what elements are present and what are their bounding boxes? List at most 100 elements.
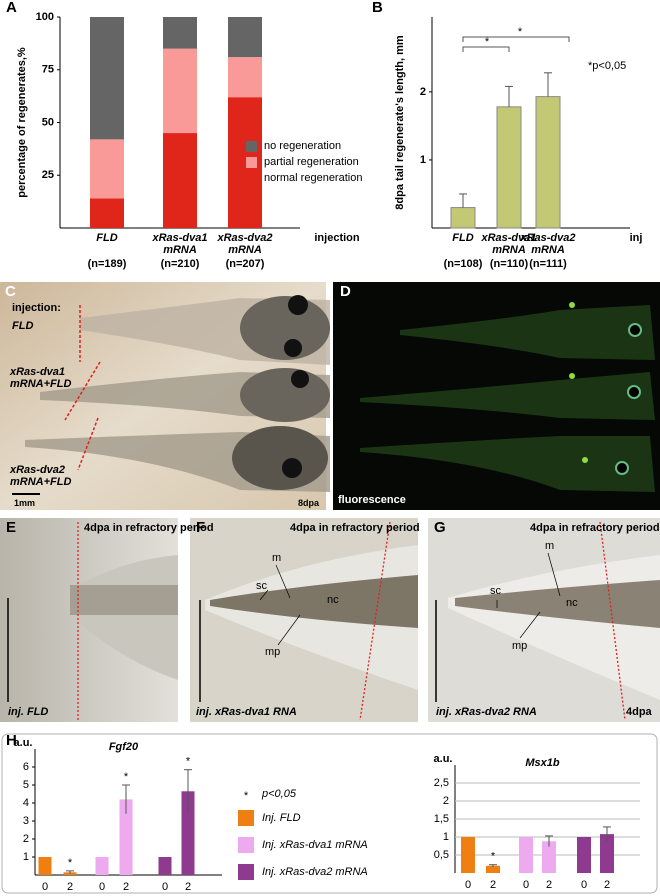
sample-size: (n=207) (225, 258, 265, 270)
bar (600, 834, 614, 873)
x-tick-label: xRas-dva2 mRNA (520, 232, 576, 256)
significance-star: * (186, 756, 191, 768)
photo-text: injection: (12, 302, 61, 314)
x-tick-label: xRas-dva2 mRNA (217, 232, 273, 256)
x-tick-label: FLD (452, 232, 474, 244)
photo-text: nc (327, 594, 339, 606)
bar (577, 837, 591, 873)
bar-segment (163, 133, 197, 228)
photo-text: 4dpa in refractory period (530, 522, 660, 534)
x-tick-label: FLD (96, 232, 118, 244)
photo-text: 4dpa (626, 706, 652, 718)
bar-segment (163, 48, 197, 134)
y-tick-label: 25 (42, 169, 54, 181)
y-tick-label: 2 (23, 833, 29, 845)
legend-swatch (246, 173, 257, 184)
y-tick-label: 1 (23, 851, 29, 863)
significance-star: * (124, 771, 129, 783)
panel-label: F (196, 519, 206, 536)
bar (181, 791, 195, 875)
bar-segment (228, 57, 262, 98)
photo-text: fluorescence (338, 494, 406, 506)
photo-text: inj. FLD (8, 706, 49, 718)
y-axis-label: a.u. (14, 737, 33, 749)
panel-label: A (6, 0, 17, 16)
panel-label: E (6, 519, 17, 536)
bar (461, 837, 475, 873)
photo-text: 8dpa (298, 498, 320, 508)
x-axis-label: injection (314, 232, 360, 244)
legend-swatch (238, 837, 254, 853)
photo-text: sc (490, 585, 501, 597)
y-tick-label: 100 (36, 11, 54, 23)
legend-swatch (238, 810, 254, 826)
bar (496, 106, 522, 229)
photo-d (333, 282, 660, 510)
bar (542, 841, 556, 873)
bar (158, 857, 172, 875)
bar-segment (90, 198, 124, 228)
x-tick-label: 2 (546, 879, 552, 891)
x-tick-label: xRas-dva1 mRNA (481, 232, 537, 256)
y-axis-label: percentage of regenerates,% (16, 47, 28, 198)
chart-title: Fgf20 (109, 741, 139, 753)
x-tick-label: 0 (162, 881, 168, 893)
x-tick-label: xRas-dva1 mRNA (152, 232, 208, 256)
legend-label: Inj. xRas-dva1 mRNA (262, 839, 368, 851)
panel-label: C (5, 283, 16, 300)
y-tick-label: 6 (23, 761, 29, 773)
photo-text: 4dpa in refractory period (84, 522, 214, 534)
photo-text: nc (566, 597, 578, 609)
bar (119, 799, 133, 875)
photo-text: m (545, 540, 555, 552)
y-tick-label: 4 (23, 797, 29, 809)
significance-bracket (462, 46, 510, 52)
photo-text: FLD (12, 320, 34, 332)
legend-note: p<0,05 (261, 788, 297, 800)
bar-segment (90, 17, 124, 140)
bar (535, 96, 561, 229)
photo-f (190, 518, 418, 722)
panel-label: G (434, 519, 446, 536)
significance-bracket (462, 36, 570, 42)
bar (450, 207, 476, 229)
y-tick-label: 1 (443, 831, 449, 843)
sample-size: (n=110) (489, 258, 529, 270)
legend-label: no regeneration (264, 140, 341, 152)
y-tick-label: 2 (443, 795, 449, 807)
y-axis-label: 8dpa tail regenerate's length, mm (394, 35, 406, 210)
sample-size: (n=189) (87, 258, 127, 270)
legend-symbol: * (244, 790, 249, 802)
y-tick-label: 1,5 (434, 813, 449, 825)
x-tick-label: 0 (581, 879, 587, 891)
panel-label: H (6, 732, 17, 749)
y-tick-label: 50 (42, 116, 54, 128)
y-tick-label: 2 (420, 86, 426, 98)
chart-title: Msx1b (525, 757, 560, 769)
significance-star: * (68, 857, 73, 869)
x-tick-label: 0 (523, 879, 529, 891)
significance-star: * (491, 851, 496, 863)
photo-text: mp (512, 640, 528, 652)
x-tick-label: 2 (123, 881, 129, 893)
x-tick-label: 0 (465, 879, 471, 891)
photo-e (0, 518, 178, 722)
panel-label: B (372, 0, 383, 16)
panel-h-frame (1, 733, 658, 894)
x-tick-label: 2 (185, 881, 191, 893)
sample-size: (n=108) (443, 258, 483, 270)
x-tick-label: 0 (42, 881, 48, 893)
x-tick-label: 2 (604, 879, 610, 891)
photo-text: 4dpa in refractory period (290, 522, 420, 534)
legend-label: normal regeneration (264, 172, 362, 184)
photo-g (428, 518, 660, 722)
y-tick-label: 75 (42, 64, 54, 76)
photo-text: inj. xRas-dva2 RNA (436, 706, 537, 718)
bar (486, 865, 500, 873)
legend-label: partial regeneration (264, 156, 359, 168)
photo-text: inj. xRas-dva1 RNA (196, 706, 297, 718)
y-axis-label: a.u. (434, 753, 453, 765)
x-tick-label: 2 (67, 881, 73, 893)
